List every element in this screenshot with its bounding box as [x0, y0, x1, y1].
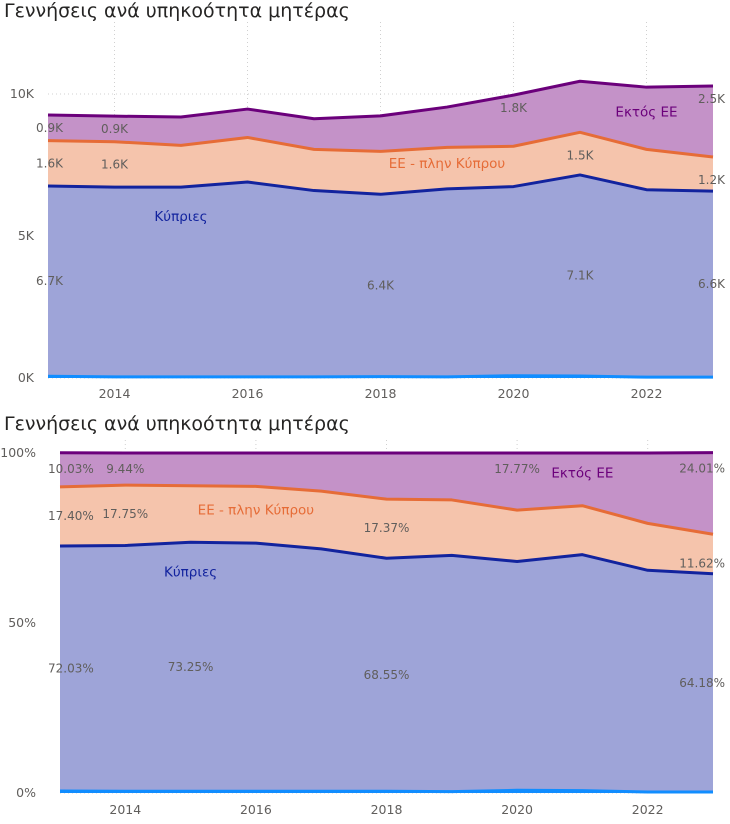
area-2 [60, 485, 713, 574]
x-tick-label: 2018 [371, 802, 403, 817]
series-line-2 [59, 483, 714, 536]
stacked-area-chart-absolute: 2014 2016 2018 2020 2022 0K 5K 10K 0.9K 0.9K 1.8K 2… [10, 22, 726, 401]
series-line-1 [59, 540, 714, 576]
data-label: 68.55% [364, 668, 410, 682]
x-tick-label: 2016 [232, 386, 264, 401]
area-3 [60, 452, 713, 535]
x-tick-label: 2020 [501, 802, 533, 817]
data-label: 17.40% [48, 509, 94, 523]
data-label: 73.25% [168, 660, 214, 674]
data-label: 6.7K [36, 274, 64, 288]
data-label: 64.18% [679, 676, 725, 690]
y-tick-label: 0% [16, 785, 36, 800]
area-1 [60, 542, 713, 792]
series-name-label: Κύπριες [164, 564, 217, 580]
x-tick-label: 2014 [109, 802, 141, 817]
data-label: 7.1K [567, 268, 595, 282]
area-1 [48, 174, 713, 378]
x-tick-label: 2016 [240, 802, 272, 817]
chart-title-percent: Γεννήσεις ανά υπηκοότητα μητέρας [4, 413, 350, 435]
series-name-label: Κύπριες [154, 209, 207, 225]
data-label: 0.9K [101, 122, 129, 136]
stacked-area-chart-percent: 2014 2016 2018 2020 2022 0% 50% 100% 10.03% 9.44%… [0, 440, 725, 817]
data-label: 2.5K [698, 92, 726, 106]
series-line-1 [47, 173, 714, 196]
series-line-0 [59, 788, 713, 794]
data-label: 17.75% [102, 507, 148, 521]
data-label: 0.9K [36, 121, 64, 135]
data-label: 24.01% [679, 462, 725, 476]
data-label: 10.03% [48, 462, 94, 476]
area-2 [48, 132, 713, 195]
data-label: 1.5K [567, 148, 595, 162]
x-tick-label: 2022 [632, 802, 664, 817]
y-tick-label: 10K [10, 86, 35, 101]
y-tick-label: 100% [0, 445, 36, 460]
data-label: 1.6K [101, 158, 129, 172]
series-line-2 [47, 130, 714, 159]
data-label: 72.03% [48, 662, 94, 676]
series-name-label: Εκτός ΕΕ [551, 465, 613, 481]
y-tick-label: 50% [8, 615, 36, 630]
data-label: 17.37% [364, 521, 410, 535]
y-tick-label: 5K [18, 228, 35, 243]
series-line-0 [47, 374, 713, 379]
data-label: 1.2K [698, 173, 726, 187]
chart-title-absolute: Γεννήσεις ανά υπηκοότητα μητέρας [4, 0, 350, 22]
data-label: 1.8K [500, 101, 528, 115]
y-tick-label: 0K [18, 370, 35, 385]
series-name-label: Εκτός ΕΕ [615, 104, 677, 120]
series-name-label: ΕΕ - πλην Κύπρου [198, 503, 315, 519]
x-tick-label: 2014 [99, 386, 131, 401]
x-tick-label: 2020 [498, 386, 530, 401]
data-label: 11.62% [679, 556, 725, 570]
data-label: 1.6K [36, 157, 64, 171]
x-tick-label: 2018 [365, 386, 397, 401]
series-line-3 [47, 79, 714, 121]
x-tick-label: 2022 [631, 386, 663, 401]
series-name-label: ΕΕ - πλην Κύπρου [389, 156, 506, 172]
data-label: 6.4K [367, 278, 395, 292]
data-label: 6.6K [698, 277, 726, 291]
data-label: 17.77% [494, 462, 540, 476]
data-label: 9.44% [106, 462, 144, 476]
